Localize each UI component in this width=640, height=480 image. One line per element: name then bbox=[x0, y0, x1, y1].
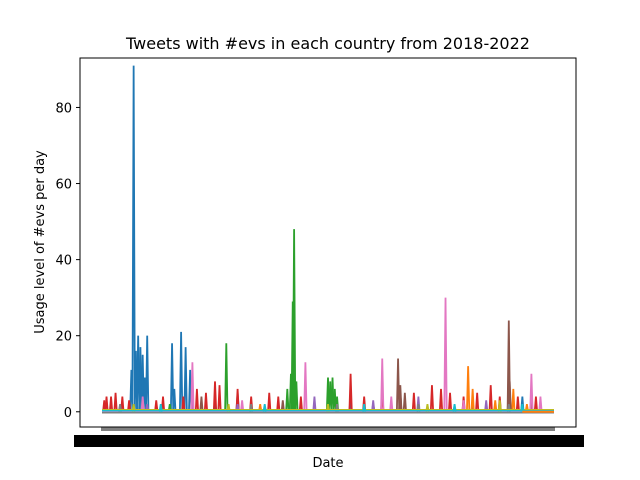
plot-area bbox=[102, 65, 554, 414]
series-spike bbox=[488, 385, 493, 412]
series-spike bbox=[140, 396, 145, 412]
chart-title: Tweets with #evs in each country from 20… bbox=[125, 34, 530, 53]
series-spike bbox=[154, 400, 159, 412]
x-axis-label: Date bbox=[312, 456, 343, 471]
series-spike bbox=[145, 335, 150, 412]
series-spike bbox=[411, 392, 416, 412]
series-spike bbox=[398, 385, 403, 412]
series-spike bbox=[515, 396, 520, 412]
series-spike bbox=[312, 396, 317, 412]
series-spike bbox=[120, 396, 125, 412]
series-spike bbox=[511, 388, 516, 412]
series-spike bbox=[452, 404, 457, 412]
series-spike bbox=[520, 404, 525, 412]
series-spike bbox=[443, 297, 448, 412]
series-spike bbox=[395, 358, 401, 412]
series-spike bbox=[533, 396, 539, 412]
series-spike bbox=[217, 385, 222, 412]
series-spike bbox=[203, 392, 209, 412]
series-spike bbox=[288, 373, 294, 412]
series-spike bbox=[493, 400, 498, 412]
series-spike bbox=[199, 396, 204, 412]
series-spike bbox=[470, 388, 475, 412]
y-tick-label: 0 bbox=[64, 406, 72, 421]
y-tick-label: 20 bbox=[55, 330, 72, 345]
series-spike bbox=[371, 400, 376, 412]
series-spike bbox=[466, 366, 471, 412]
series-spike bbox=[538, 396, 543, 412]
series-spike bbox=[529, 373, 534, 412]
y-axis-label: Usage level of #evs per day bbox=[33, 150, 48, 334]
series-spike bbox=[113, 392, 118, 412]
series-spike bbox=[142, 377, 148, 412]
series-spike bbox=[224, 343, 229, 412]
series-spike bbox=[507, 381, 512, 412]
series-spike bbox=[169, 343, 175, 412]
series-spike bbox=[131, 404, 136, 412]
series-spike bbox=[160, 396, 166, 412]
y-tick-label: 60 bbox=[55, 178, 72, 193]
series-spike bbox=[108, 396, 114, 412]
series-spike bbox=[183, 347, 188, 412]
series-spike bbox=[447, 392, 453, 412]
series-spike bbox=[298, 396, 303, 412]
series-spike bbox=[290, 301, 295, 412]
series-spike bbox=[190, 362, 195, 412]
series-spike bbox=[303, 362, 308, 412]
series-spike bbox=[497, 400, 502, 412]
series-spike bbox=[484, 400, 489, 412]
series-spike bbox=[276, 396, 281, 412]
y-axis: 0 20 40 60 80 bbox=[55, 101, 80, 421]
series-spike bbox=[194, 388, 200, 412]
series-spike bbox=[226, 404, 231, 412]
series-spike bbox=[348, 373, 353, 412]
series-spike bbox=[131, 65, 136, 412]
x-tick-label-band bbox=[74, 435, 584, 447]
y-tick-label: 80 bbox=[55, 101, 72, 116]
series-spike bbox=[389, 396, 394, 412]
series-spike bbox=[402, 392, 407, 412]
series-spike bbox=[129, 369, 134, 412]
series-spike bbox=[475, 392, 480, 412]
series-spike bbox=[325, 404, 331, 412]
series-spike bbox=[285, 388, 290, 412]
series-spike bbox=[127, 400, 132, 412]
x-axis bbox=[74, 427, 584, 447]
series-spike bbox=[280, 400, 285, 412]
series-spike bbox=[438, 388, 444, 412]
series-spike bbox=[262, 404, 267, 412]
series-spike bbox=[181, 396, 186, 412]
series-spike bbox=[461, 400, 466, 412]
series-spike bbox=[172, 388, 177, 412]
series-spike bbox=[240, 400, 245, 412]
axes-frame bbox=[79, 57, 577, 428]
series-spike bbox=[425, 404, 430, 412]
y-tick-label: 40 bbox=[55, 254, 72, 269]
series-spike bbox=[267, 392, 272, 412]
series-spike bbox=[380, 358, 385, 412]
series-spike bbox=[138, 366, 143, 412]
series-spike bbox=[212, 381, 218, 412]
series-spike bbox=[158, 404, 163, 412]
series-spike bbox=[429, 385, 435, 412]
series-spike bbox=[294, 381, 299, 412]
series-spike bbox=[179, 331, 184, 412]
series-spike bbox=[104, 396, 109, 412]
series-spike bbox=[362, 404, 367, 412]
